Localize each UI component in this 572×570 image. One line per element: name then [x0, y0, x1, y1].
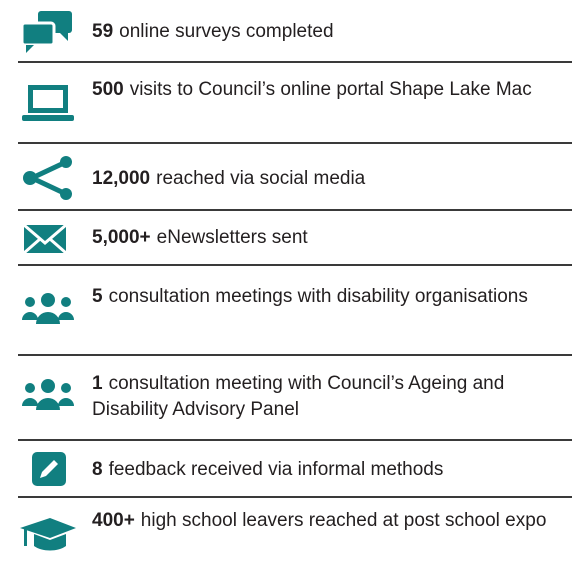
item-text: consultation meetings with disability or… — [108, 286, 528, 307]
row-text: 1 consultation meeting with Council’s Age… — [92, 371, 572, 423]
chat-icon — [20, 10, 72, 53]
item-text: high school leavers reached at post scho… — [140, 510, 547, 531]
row-text: 5,000+ eNewsletters sent — [92, 225, 572, 251]
item-text: online surveys completed — [119, 21, 334, 42]
row: 400+ high school leavers reached at post … — [18, 498, 572, 570]
share-icon — [23, 156, 72, 200]
item-number: 8 — [92, 459, 103, 480]
item-text: consultation meeting with Council’s Agei… — [92, 373, 505, 420]
item-number: 12,000 — [92, 168, 151, 189]
item-number: 5 — [92, 286, 103, 307]
people-icon — [22, 379, 74, 410]
edit-icon — [32, 452, 66, 486]
row: 1 consultation meeting with Council’s Age… — [18, 356, 572, 441]
graduation-icon — [20, 518, 76, 551]
item-text: eNewsletters sent — [156, 227, 308, 248]
item-number: 500 — [92, 79, 124, 100]
row: 12,000 reached via social media — [18, 144, 572, 211]
row: 5,000+ eNewsletters sent — [18, 211, 572, 266]
item-text: feedback received via informal methods — [108, 459, 444, 480]
item-text: visits to Council’s online portal Shape … — [129, 79, 532, 100]
item-text: reached via social media — [156, 168, 366, 189]
row-text: 12,000 reached via social media — [92, 166, 572, 192]
item-number: 1 — [92, 373, 103, 394]
row: 59 online surveys completed — [18, 0, 572, 63]
row-text: 8 feedback received via informal methods — [92, 457, 572, 483]
row-text: 59 online surveys completed — [92, 19, 572, 45]
item-number: 400+ — [92, 510, 135, 531]
row-text: 500 visits to Council’s online portal Sha… — [92, 77, 572, 103]
row-text: 400+ high school leavers reached at post … — [92, 508, 572, 534]
item-number: 59 — [92, 21, 114, 42]
laptop-icon — [22, 85, 74, 121]
row: 5 consultation meetings with disability o… — [18, 266, 572, 356]
people-icon — [22, 293, 74, 324]
row: 8 feedback received via informal methods — [18, 441, 572, 498]
row: 500 visits to Council’s online portal Sha… — [18, 63, 572, 144]
row-text: 5 consultation meetings with disability o… — [92, 284, 572, 310]
item-number: 5,000+ — [92, 227, 151, 248]
mail-icon — [23, 223, 67, 255]
